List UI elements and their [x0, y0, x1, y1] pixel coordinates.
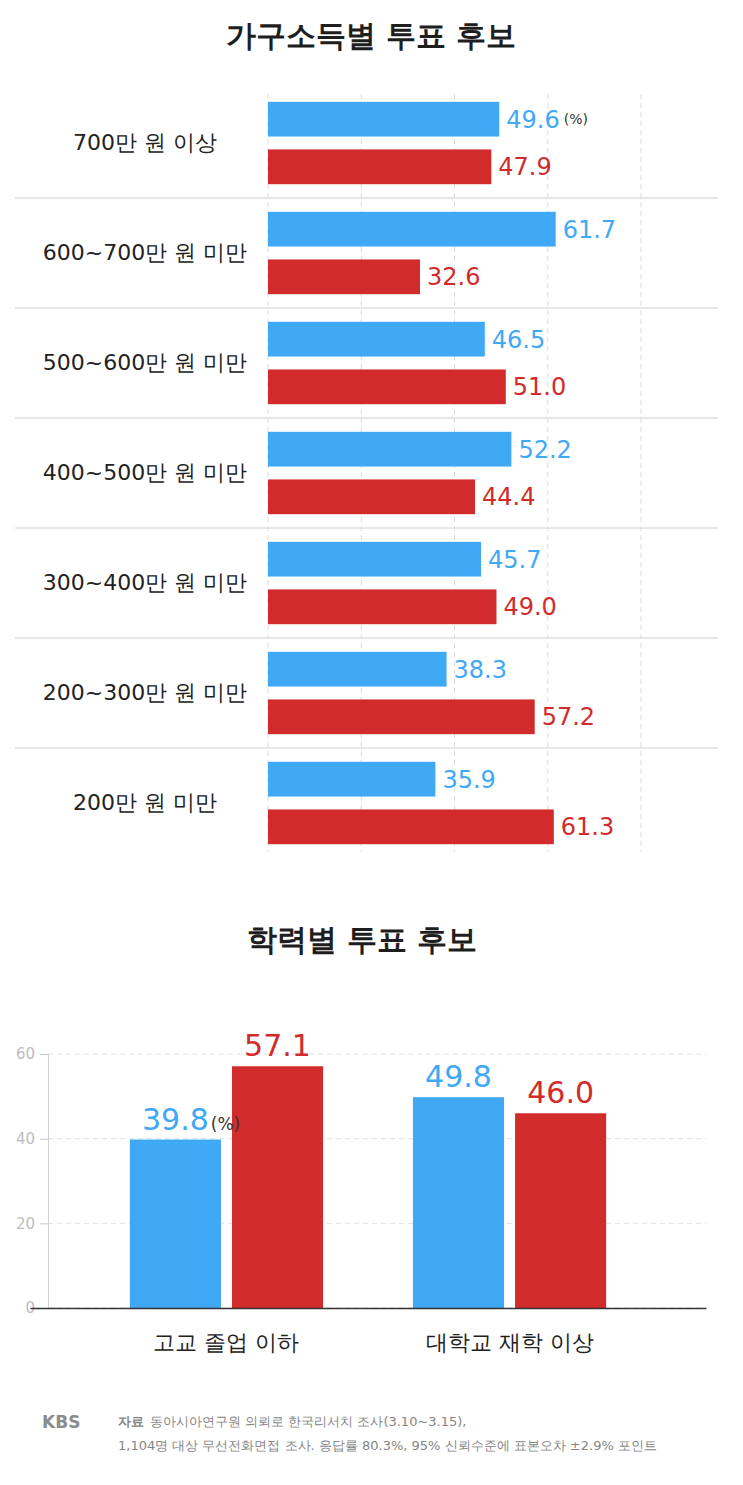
- category-tick: 200~300만 원 미만: [43, 680, 247, 705]
- data-label: 47.9: [498, 153, 551, 181]
- data-label: 46.0: [527, 1075, 594, 1110]
- category-tick: 700만 원 이상: [73, 130, 217, 155]
- bars: [130, 1066, 606, 1308]
- page: 가구소득별 투표 후보49.661.746.552.245.738.335.94…: [0, 0, 743, 1485]
- bar: [268, 102, 499, 137]
- y-axis: 700만 원 이상 600~700만 원 미만 500~600만 원 미만 400~5…: [43, 130, 247, 815]
- data-label: 51.0: [513, 373, 566, 401]
- data-label: 46.5: [492, 326, 545, 354]
- bar: [268, 652, 447, 687]
- source-label: 자료: [118, 1414, 144, 1429]
- bar: [413, 1097, 504, 1308]
- source-text: 동아시아연구원 의뢰로 한국리서치 조사(3.10~3.15),: [150, 1414, 466, 1429]
- y-tick-label: 40: [16, 1130, 35, 1148]
- data-labels: 39.8 49.8 57.1 46.0: [142, 1028, 594, 1136]
- bar: [268, 369, 506, 404]
- source-text: 1,104명 대상 무선전화면접 조사. 응답률 80.3%, 95% 신뢰수준…: [118, 1438, 657, 1453]
- bar: [515, 1113, 606, 1308]
- y-tick-mark: [40, 1054, 48, 1055]
- row-separator: [15, 198, 718, 199]
- bar: [268, 322, 485, 357]
- y-tick-mark: [40, 1223, 48, 1224]
- y-tick: 20: [16, 1215, 48, 1233]
- y-tick-mark: [40, 1139, 48, 1140]
- grid-line: [454, 94, 455, 852]
- bar: [268, 542, 481, 577]
- bars: [268, 102, 556, 844]
- unit-annotation: (%): [564, 111, 588, 127]
- data-label: 61.3: [561, 813, 614, 841]
- y-tick: 60: [16, 1045, 48, 1063]
- chart-education: 학력별 투표 후보0204060고교 졸업 이하대학교 재학 이상39.849.…: [16, 922, 707, 1355]
- category-tick: 400~500만 원 미만: [43, 460, 247, 485]
- row-separator: [15, 748, 718, 749]
- category-label: 대학교 재학 이상: [426, 1330, 594, 1355]
- category-tick: 200만 원 미만: [73, 790, 217, 815]
- bar: [268, 699, 535, 734]
- data-label: 57.2: [542, 703, 595, 731]
- data-label: 32.6: [427, 263, 480, 291]
- bar: [268, 809, 554, 844]
- x-axis: 고교 졸업 이하 대학교 재학 이상: [31, 1309, 707, 1355]
- grid-line: [48, 1054, 706, 1055]
- grid: [48, 1054, 706, 1308]
- category-label: 200만 원 미만: [73, 790, 217, 815]
- category-tick: 대학교 재학 이상: [426, 1330, 594, 1355]
- grid-line: [641, 94, 642, 852]
- category-label: 고교 졸업 이하: [153, 1330, 299, 1355]
- row-separator: [15, 638, 718, 639]
- category-label: 400~500만 원 미만: [43, 460, 247, 485]
- category-tick: 600~700만 원 미만: [43, 240, 247, 265]
- unit-annotation: (%): [211, 1114, 240, 1134]
- data-label: 45.7: [488, 546, 541, 574]
- chart-title: 학력별 투표 후보: [247, 922, 478, 957]
- category-label: 600~700만 원 미만: [43, 240, 247, 265]
- category-label: 500~600만 원 미만: [43, 350, 247, 375]
- bar: [268, 479, 475, 514]
- bar: [232, 1066, 323, 1308]
- data-label: 44.4: [482, 483, 535, 511]
- bar: [268, 212, 556, 247]
- bar: [268, 762, 435, 797]
- y-tick-label: 20: [16, 1215, 35, 1233]
- bar: [268, 432, 511, 467]
- bar: [268, 259, 420, 294]
- grid-line: [547, 94, 548, 852]
- data-label: 49.6: [506, 106, 559, 134]
- data-label: 49.0: [503, 593, 556, 621]
- category-label: 300~400만 원 미만: [43, 570, 247, 595]
- data-labels: 49.6 61.7 46.5 52.2 45.7 38.3 35.9 47.9 32.6 51.0…: [427, 106, 616, 842]
- data-label: 61.7: [563, 216, 616, 244]
- y-axis-line: [48, 1055, 49, 1309]
- data-label: 49.8: [425, 1059, 492, 1094]
- row-separator: [15, 308, 718, 309]
- category-label: 200~300만 원 미만: [43, 680, 247, 705]
- grid-line: [268, 94, 269, 852]
- category-tick: 300~400만 원 미만: [43, 570, 247, 595]
- footer: KBS 자료 동아시아연구원 의뢰로 한국리서치 조사(3.10~3.15), 1,1…: [42, 1412, 657, 1453]
- logo: KBS: [42, 1412, 80, 1432]
- bar: [130, 1140, 221, 1308]
- bar: [268, 149, 491, 184]
- category-tick: 고교 졸업 이하: [153, 1330, 299, 1355]
- data-label: 52.2: [518, 436, 571, 464]
- data-label: 39.8: [142, 1102, 209, 1137]
- row-separator: [15, 418, 718, 419]
- grid-line: [361, 94, 362, 852]
- chart-title: 가구소득별 투표 후보: [226, 18, 517, 53]
- data-label: 38.3: [454, 656, 507, 684]
- grid-line: [48, 1138, 706, 1139]
- y-tick-label: 60: [16, 1045, 35, 1063]
- y-axis: 0204060: [16, 1045, 49, 1317]
- bar: [268, 589, 496, 624]
- category-tick: 500~600만 원 미만: [43, 350, 247, 375]
- data-label: 57.1: [244, 1028, 311, 1063]
- x-axis-line: [31, 1308, 707, 1310]
- data-label: 35.9: [442, 766, 495, 794]
- chart-income: 가구소득별 투표 후보49.661.746.552.245.738.335.94…: [15, 18, 718, 852]
- y-tick: 40: [16, 1130, 48, 1148]
- row-separator: [15, 528, 718, 529]
- grid: [268, 94, 641, 852]
- category-label: 700만 원 이상: [73, 130, 217, 155]
